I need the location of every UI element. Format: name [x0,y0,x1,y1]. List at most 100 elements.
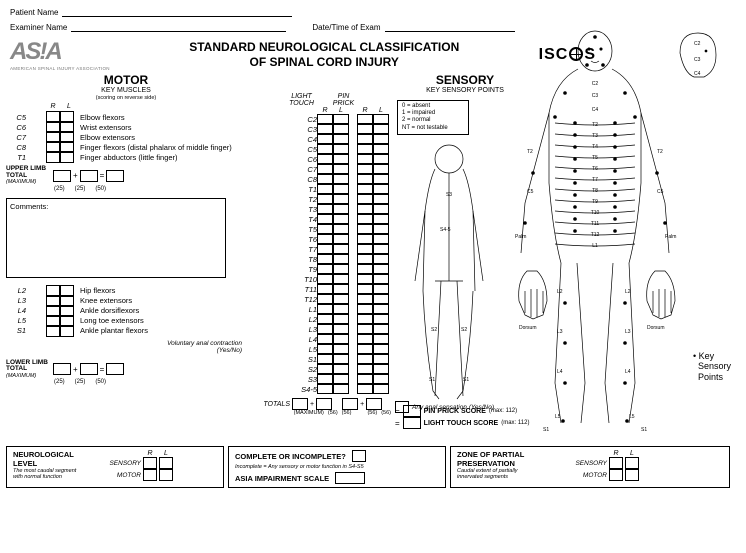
lt-T6-r[interactable] [317,234,333,244]
pp-T12-r[interactable] [357,294,373,304]
lt-L4-r[interactable] [317,334,333,344]
lt-T8-r[interactable] [317,254,333,264]
lt-C8-r[interactable] [317,174,333,184]
lt-S3-l[interactable] [333,374,349,384]
pp-T6-r[interactable] [357,234,373,244]
pp-L2-l[interactable] [373,314,389,324]
pp-L5-r[interactable] [357,344,373,354]
lt-C3-r[interactable] [317,124,333,134]
lt-S4-5-r[interactable] [317,384,333,394]
lt-T7-l[interactable] [333,244,349,254]
zpp-mot-l[interactable] [625,469,639,481]
pps-box[interactable] [403,405,421,417]
pp-S4-5-l[interactable] [373,384,389,394]
upper-r-total[interactable] [53,170,71,182]
zpp-mot-r[interactable] [609,469,623,481]
datetime-field[interactable] [385,21,515,32]
coi-field[interactable] [352,450,366,462]
lt-T12-l[interactable] [333,294,349,304]
lt-T9-l[interactable] [333,264,349,274]
pp-T6-l[interactable] [373,234,389,244]
pp-T4-r[interactable] [357,214,373,224]
pp-C8-r[interactable] [357,174,373,184]
comments-box[interactable]: Comments: [6,198,226,278]
pp-T2-l[interactable] [373,194,389,204]
lt-C3-l[interactable] [333,124,349,134]
pp-C3-l[interactable] [373,124,389,134]
pp-C4-l[interactable] [373,134,389,144]
lt-T1-r[interactable] [317,184,333,194]
pp-C6-l[interactable] [373,154,389,164]
nl-sens-l[interactable] [159,457,173,469]
lt-L1-l[interactable] [333,304,349,314]
examiner-field[interactable] [71,21,286,32]
lt-C2-r[interactable] [317,114,333,124]
lt-L2-l[interactable] [333,314,349,324]
lt-T5-l[interactable] [333,224,349,234]
pp-S3-r[interactable] [357,374,373,384]
pp-C5-r[interactable] [357,144,373,154]
lt-L5-l[interactable] [333,344,349,354]
lt-T1-l[interactable] [333,184,349,194]
lt-T2-l[interactable] [333,194,349,204]
pp-T3-r[interactable] [357,204,373,214]
pp-S3-l[interactable] [373,374,389,384]
lt-T4-r[interactable] [317,214,333,224]
lt-C2-l[interactable] [333,114,349,124]
pp-r-tot[interactable] [342,398,358,410]
pp-T5-l[interactable] [373,224,389,234]
pp-S4-5-r[interactable] [357,384,373,394]
pp-T11-l[interactable] [373,284,389,294]
lt-L4-l[interactable] [333,334,349,344]
lt-T6-l[interactable] [333,234,349,244]
motor-T1-r[interactable] [46,151,60,163]
pp-S2-r[interactable] [357,364,373,374]
patient-field[interactable] [62,6,292,17]
pp-T11-r[interactable] [357,284,373,294]
pp-T10-r[interactable] [357,274,373,284]
lt-l-tot[interactable] [316,398,332,410]
lt-C6-r[interactable] [317,154,333,164]
lt-T8-l[interactable] [333,254,349,264]
pp-L1-r[interactable] [357,304,373,314]
pp-T7-l[interactable] [373,244,389,254]
lt-T4-l[interactable] [333,214,349,224]
pp-C8-l[interactable] [373,174,389,184]
pp-T8-r[interactable] [357,254,373,264]
pp-L4-r[interactable] [357,334,373,344]
pp-T10-l[interactable] [373,274,389,284]
motor-T1-l[interactable] [60,151,74,163]
lt-S2-l[interactable] [333,364,349,374]
pp-L3-r[interactable] [357,324,373,334]
lt-L1-r[interactable] [317,304,333,314]
pp-T1-r[interactable] [357,184,373,194]
lt-T10-r[interactable] [317,274,333,284]
pp-L4-l[interactable] [373,334,389,344]
lt-T7-r[interactable] [317,244,333,254]
lt-L5-r[interactable] [317,344,333,354]
zpp-sens-r[interactable] [609,457,623,469]
lt-T10-l[interactable] [333,274,349,284]
pp-T12-l[interactable] [373,294,389,304]
pp-C6-r[interactable] [357,154,373,164]
pp-T5-r[interactable] [357,224,373,234]
ais-field[interactable] [335,472,365,484]
pp-C7-l[interactable] [373,164,389,174]
nl-sens-r[interactable] [143,457,157,469]
pp-T9-l[interactable] [373,264,389,274]
lt-C8-l[interactable] [333,174,349,184]
pp-C2-r[interactable] [357,114,373,124]
lt-T2-r[interactable] [317,194,333,204]
pp-L3-l[interactable] [373,324,389,334]
pp-S2-l[interactable] [373,364,389,374]
pp-T8-l[interactable] [373,254,389,264]
pp-L5-l[interactable] [373,344,389,354]
lt-C5-r[interactable] [317,144,333,154]
lt-S4-5-l[interactable] [333,384,349,394]
motor-S1-r[interactable] [46,325,60,337]
lower-r-total[interactable] [53,363,71,375]
pp-C4-r[interactable] [357,134,373,144]
lt-T11-r[interactable] [317,284,333,294]
upper-total[interactable] [106,170,124,182]
lt-T3-l[interactable] [333,204,349,214]
